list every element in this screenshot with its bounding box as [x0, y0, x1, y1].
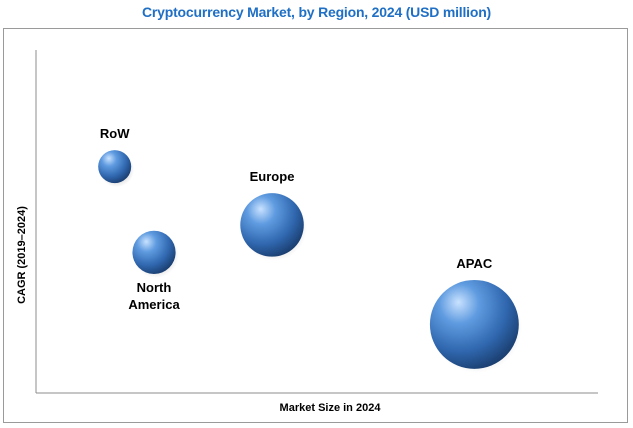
bubble-apac — [429, 279, 519, 369]
y-axis-label: CAGR (2019–2024) — [16, 206, 28, 304]
bubble-series: RoW North America Europe APAC — [98, 126, 522, 373]
chart-frame — [3, 28, 628, 423]
chart-title: Cryptocurrency Market, by Region, 2024 (… — [141, 4, 492, 20]
x-axis-label: Market Size in 2024 — [280, 402, 382, 414]
bubble-label-europe: Europe — [250, 169, 295, 184]
bubble-label-row: RoW — [100, 126, 130, 141]
bubble-label-apac: APAC — [456, 256, 492, 271]
bubble-north-america — [132, 230, 176, 274]
bubble-row — [98, 150, 132, 184]
bubble-label-north-america: North America — [128, 280, 180, 312]
bubble-europe — [240, 193, 304, 257]
